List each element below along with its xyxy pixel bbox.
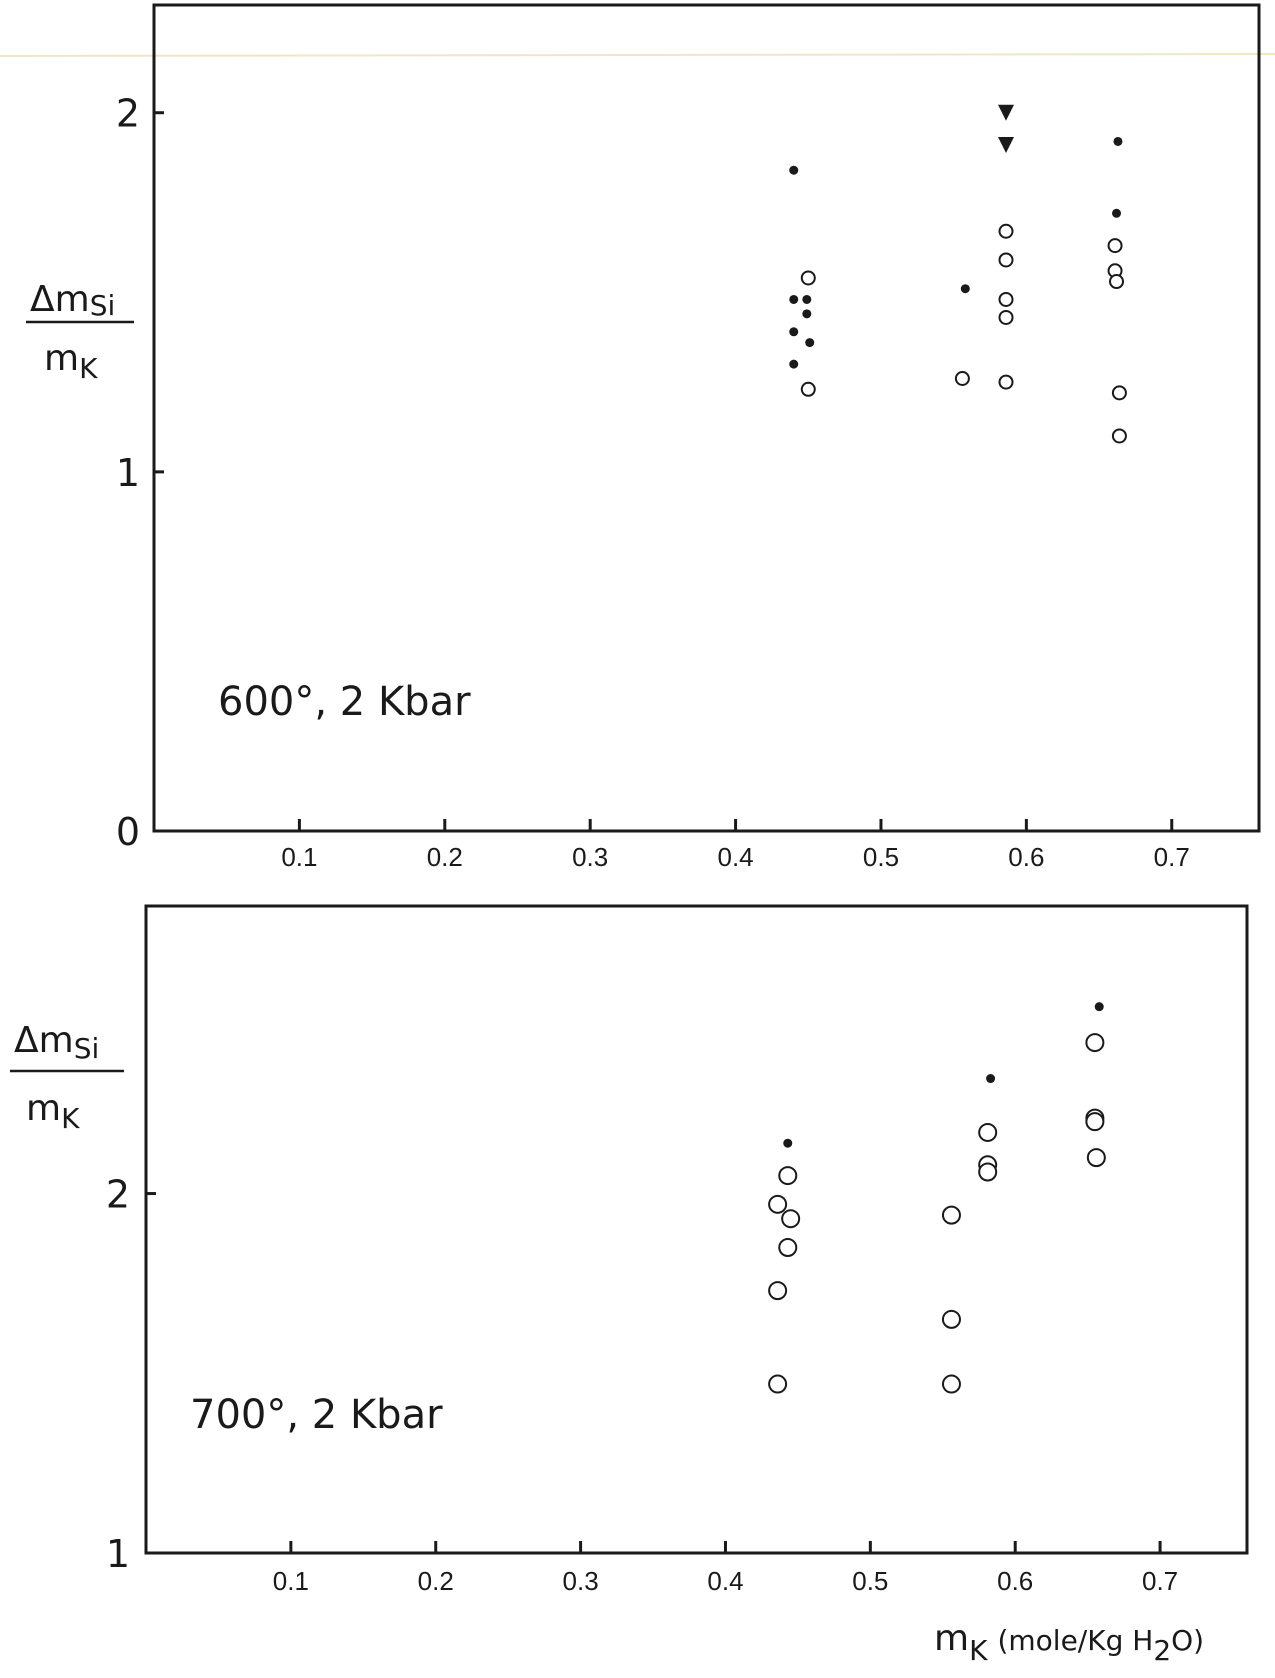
x-label-units-sub: 2	[1153, 1634, 1171, 1667]
y-tick-label: 2	[106, 1173, 130, 1217]
x-tick-label: 0.7	[1142, 1566, 1178, 1596]
open-circle-point	[781, 1209, 801, 1229]
open-circle-point	[800, 381, 816, 397]
x-label-main: m	[934, 1618, 969, 1659]
open-circle-point	[998, 374, 1014, 390]
svg-text:mK: mK	[26, 1088, 80, 1135]
y-tick-label: 2	[116, 92, 140, 136]
open-circle-point	[778, 1166, 798, 1186]
y-axis-label: ΔmSi mK	[10, 1020, 124, 1135]
open-circle-point	[1107, 238, 1123, 254]
y-label-denominator: m	[44, 338, 79, 379]
filled-circle-point	[802, 294, 812, 304]
y-label-numerator-sub: Si	[74, 1032, 100, 1065]
open-circle-point	[1085, 1033, 1105, 1053]
filled-circle-point	[1113, 136, 1123, 146]
x-tick-label: 0.2	[427, 842, 463, 872]
y-axis-label: ΔmSi mK	[26, 279, 134, 385]
y-ticks: 12	[106, 1173, 156, 1576]
open-circle-point	[998, 309, 1014, 325]
open-circle-point	[1109, 274, 1125, 290]
y-label-numerator: Δm	[30, 279, 90, 320]
scan-line	[0, 53, 1275, 57]
x-tick-label: 0.5	[863, 842, 899, 872]
open-circle-point	[941, 1205, 961, 1225]
x-tick-label: 0.1	[273, 1566, 309, 1596]
filled-circle-point	[805, 338, 815, 348]
x-axis-label: mK (mole/Kg H2O)	[934, 1618, 1204, 1667]
filled-circle-point	[1094, 1002, 1104, 1012]
x-label-units-end: O)	[1171, 1624, 1204, 1657]
open-circle-point	[1111, 385, 1127, 401]
x-tick-label: 0.1	[281, 842, 317, 872]
x-tick-label: 0.3	[563, 1566, 599, 1596]
x-label-units: (mole/Kg H	[997, 1624, 1153, 1657]
x-tick-label: 0.3	[572, 842, 608, 872]
plot-frame	[152, 3, 1261, 833]
svg-text:ΔmSi: ΔmSi	[30, 279, 115, 322]
open-circle-point	[998, 223, 1014, 239]
filled-circle-point	[789, 294, 799, 304]
data-points	[768, 1002, 1106, 1394]
y-label-denominator-sub: K	[61, 1102, 80, 1135]
y-label-denominator: m	[26, 1088, 61, 1129]
y-ticks: 0 1 2	[116, 92, 164, 854]
open-circle-point	[1111, 428, 1127, 444]
y-label-denominator-sub: K	[79, 352, 98, 385]
filled-circle-point	[1112, 208, 1122, 218]
x-tick-label: 0.2	[418, 1566, 454, 1596]
annotation: 700°, 2 Kbar	[190, 1392, 443, 1438]
x-label-sub: K	[969, 1634, 988, 1667]
filled-circle-point	[789, 359, 799, 369]
data-points	[789, 104, 1127, 444]
y-tick-label: 1	[116, 451, 140, 495]
open-circle-point	[1085, 1112, 1105, 1132]
y-label-numerator-sub: Si	[90, 289, 116, 322]
open-circle-point	[941, 1374, 961, 1394]
open-circle-point	[800, 270, 816, 286]
open-circle-point	[978, 1122, 998, 1142]
open-circle-point	[978, 1162, 998, 1182]
open-circle-point	[998, 291, 1014, 307]
annotation: 600°, 2 Kbar	[218, 679, 471, 725]
filled-circle-point	[960, 284, 970, 294]
chart-700: 0.1 0.2 0.3 0.4 0.5 0.6 0.7 12 700°, 2 Kbar Δm…	[10, 904, 1249, 1667]
open-circle-point	[1086, 1148, 1106, 1168]
svg-text:mK: mK	[44, 338, 98, 385]
x-tick-label: 0.6	[1008, 842, 1044, 872]
x-tick-label: 0.7	[1154, 842, 1190, 872]
x-tick-label: 0.4	[707, 1566, 743, 1596]
plot-frame	[144, 904, 1249, 1555]
x-tick-label: 0.5	[852, 1566, 888, 1596]
x-tick-label: 0.4	[718, 842, 754, 872]
open-circle-point	[768, 1374, 788, 1394]
x-tick-label: 0.6	[997, 1566, 1033, 1596]
y-tick-label: 1	[106, 1532, 130, 1576]
filled-circle-point	[802, 309, 812, 319]
triangle-point	[998, 104, 1015, 121]
open-circle-point	[998, 252, 1014, 268]
svg-text:ΔmSi: ΔmSi	[14, 1020, 99, 1065]
filled-circle-point	[789, 165, 799, 175]
x-ticks: 0.1 0.2 0.3 0.4 0.5 0.6 0.7	[273, 1541, 1178, 1596]
open-circle-point	[768, 1194, 788, 1214]
open-circle-point	[778, 1237, 798, 1257]
filled-circle-point	[783, 1138, 793, 1148]
filled-circle-point	[789, 327, 799, 337]
chart-600: 0.1 0.2 0.3 0.4 0.5 0.6 0.7 0 1 2 600°, 2 Kbar Δ…	[26, 3, 1261, 872]
y-tick-label: 0	[116, 810, 140, 854]
open-circle-point	[954, 370, 970, 386]
triangle-point	[998, 137, 1015, 154]
x-ticks: 0.1 0.2 0.3 0.4 0.5 0.6 0.7	[281, 819, 1190, 872]
open-circle-point	[768, 1281, 788, 1301]
open-circle-point	[941, 1309, 961, 1329]
filled-circle-point	[986, 1074, 996, 1084]
y-label-numerator: Δm	[14, 1020, 74, 1061]
